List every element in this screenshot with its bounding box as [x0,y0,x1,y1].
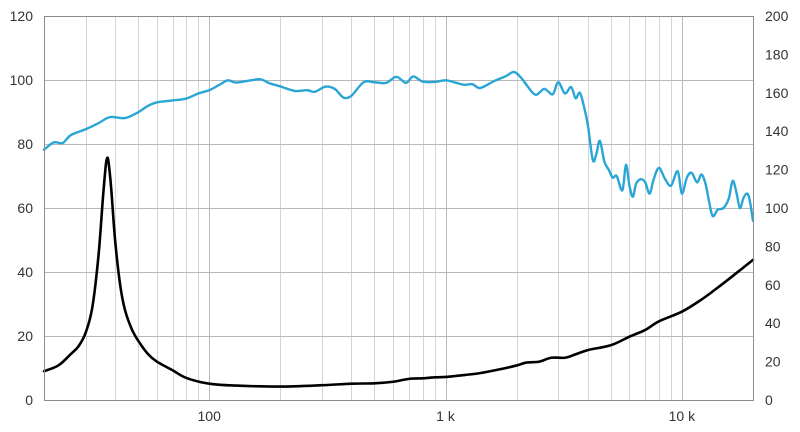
left-y-tick-label: 80 [17,136,33,152]
right-y-tick-label: 40 [765,315,781,331]
plot-frame [44,16,754,401]
series-layer [42,70,755,388]
tick-labels: 0 20 40 60 80 100 120 0 20 40 60 80 100 120 140 160 180 2… [10,8,789,424]
left-y-tick-label: 20 [17,328,33,344]
right-y-tick-label: 100 [765,200,789,216]
right-y-tick-label: 20 [765,354,781,370]
left-y-tick-label: 100 [10,72,34,88]
right-y-tick-label: 0 [765,392,773,408]
right-y-tick-label: 120 [765,162,789,178]
right-y-tick-label: 140 [765,123,789,139]
x-tick-label: 1 k [436,408,456,424]
grid [44,16,753,400]
right-y-tick-label: 80 [765,238,781,254]
right-y-tick-label: 200 [765,8,789,24]
left-y-tick-label: 40 [17,264,33,280]
right-y-tick-label: 60 [765,277,781,293]
right-y-tick-label: 180 [765,46,789,62]
right-y-tick-label: 160 [765,85,789,101]
x-tick-label: 100 [198,408,222,424]
left-y-tick-label: 0 [25,392,33,408]
impedance-curve [42,156,755,388]
left-y-tick-label: 120 [10,8,34,24]
left-y-tick-label: 60 [17,200,33,216]
spl-curve [42,70,755,222]
x-tick-label: 10 k [669,408,696,424]
